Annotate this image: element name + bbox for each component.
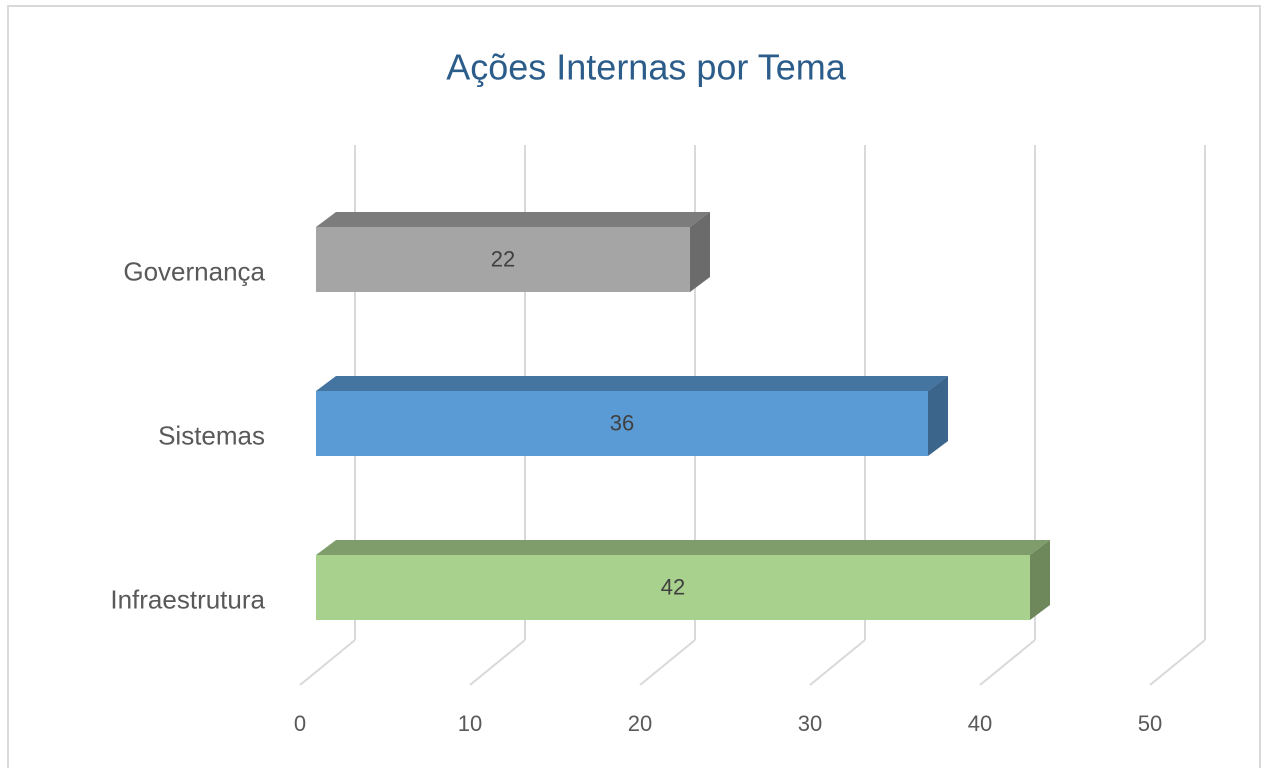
x-tick-label: 30 bbox=[798, 711, 822, 736]
bar-top bbox=[316, 376, 948, 391]
bar-side bbox=[690, 212, 710, 292]
bar-top bbox=[316, 212, 710, 227]
x-tick-label: 10 bbox=[458, 711, 482, 736]
bar-side bbox=[1030, 540, 1050, 620]
bar-top bbox=[316, 540, 1050, 555]
y-tick-label: Infraestrutura bbox=[110, 584, 265, 614]
grid-floor-line bbox=[299, 639, 356, 686]
x-tick-label: 0 bbox=[294, 711, 306, 736]
data-label: 22 bbox=[491, 246, 515, 271]
y-tick-label: Governança bbox=[123, 256, 265, 286]
grid-floor-line bbox=[1149, 639, 1206, 686]
chart-title: Ações Internas por Tema bbox=[446, 47, 847, 88]
bar-side bbox=[928, 376, 948, 456]
grid-floor-line bbox=[809, 639, 866, 686]
x-tick-label: 40 bbox=[968, 711, 992, 736]
grid-floor-line bbox=[979, 639, 1036, 686]
bar bbox=[316, 391, 928, 456]
grid-floor-line bbox=[469, 639, 526, 686]
y-tick-label: Sistemas bbox=[158, 420, 265, 450]
data-label: 42 bbox=[661, 574, 685, 599]
bar bbox=[316, 555, 1030, 620]
x-tick-label: 20 bbox=[628, 711, 652, 736]
data-label: 36 bbox=[610, 410, 634, 435]
grid-floor-line bbox=[639, 639, 696, 686]
x-tick-label: 50 bbox=[1138, 711, 1162, 736]
bar bbox=[316, 227, 690, 292]
